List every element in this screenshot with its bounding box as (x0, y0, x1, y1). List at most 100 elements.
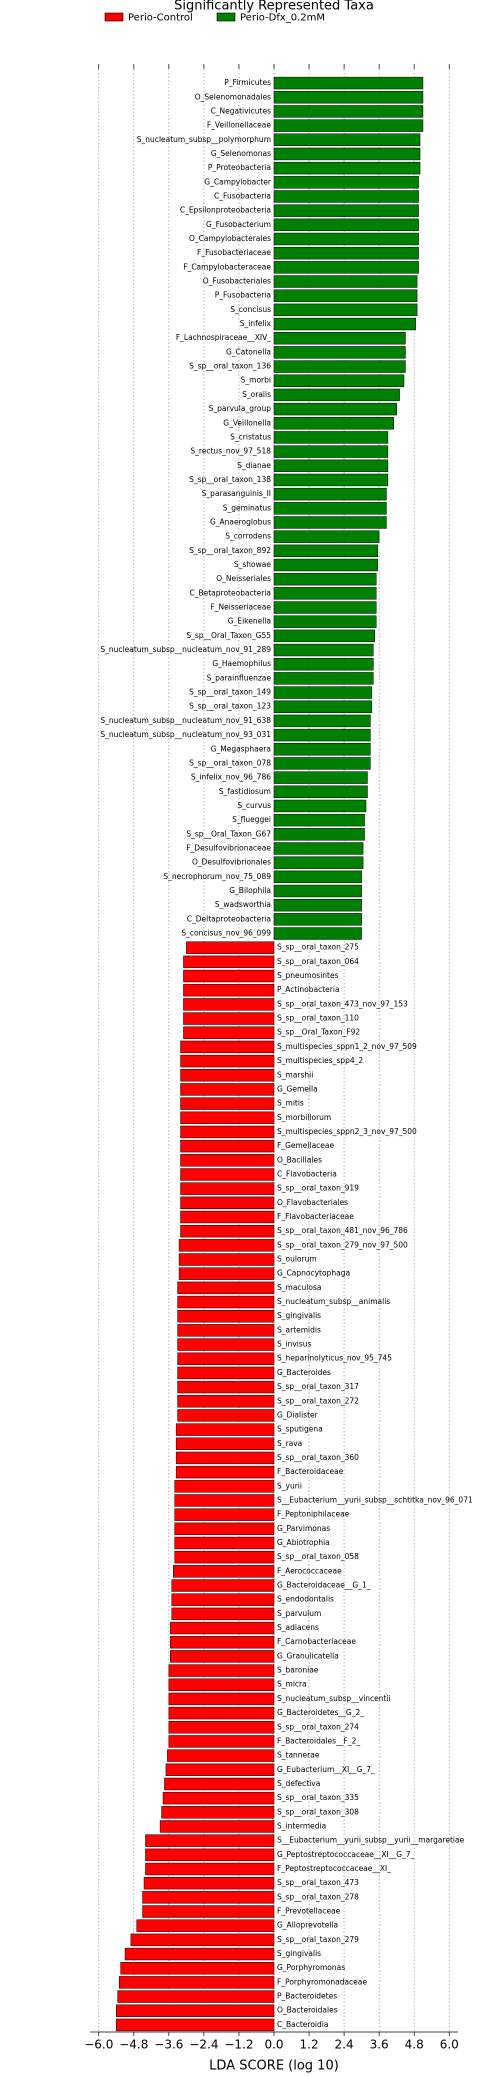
category-label: S_sp__oral_taxon_272 (277, 1396, 359, 1405)
category-label: F_Campylobacteraceae (183, 262, 271, 271)
bar (168, 1706, 275, 1720)
category-label: S_pneumosintes (277, 971, 339, 980)
category-label: S_adiacens (277, 1623, 319, 1632)
category-label: S_flueggei (232, 815, 271, 824)
bar (162, 1791, 275, 1805)
bar (186, 941, 275, 954)
category-label: S_defectiva (277, 1779, 320, 1788)
category-label: S_tannerae (277, 1751, 320, 1760)
category-label: F_Gemellaceae (277, 1141, 335, 1150)
bar (180, 1154, 275, 1167)
bar (273, 275, 418, 288)
bar (170, 1636, 275, 1649)
category-label: G_Parvimonas (277, 1524, 330, 1533)
bar (273, 487, 387, 501)
bar (273, 119, 424, 132)
category-label: C_Epsilonproteobacteria (180, 206, 271, 215)
bar (273, 502, 387, 515)
bar (183, 1026, 275, 1039)
category-label: S_sp__oral_taxon_473 (277, 1878, 359, 1887)
category-label: F_Peptoniphilaceae (277, 1510, 350, 1519)
bar (177, 1338, 275, 1351)
bar (273, 289, 418, 302)
bar (273, 544, 378, 558)
x-tick-label: −3.6 (154, 2038, 183, 2052)
category-label: C_Fusobacteria (214, 191, 271, 200)
bar (180, 1196, 275, 1210)
category-label: S_sp__oral_taxon_078 (189, 758, 271, 767)
bar (180, 1040, 275, 1054)
bar (273, 558, 378, 572)
bar (273, 232, 419, 246)
category-label: S_nucleatum_subsp__animalis (277, 1297, 390, 1306)
category-label: F_Lachnospiraceae__XIV_ (176, 333, 271, 342)
category-label: S_oulorum (277, 1255, 317, 1264)
bar (168, 1678, 275, 1691)
bar (273, 133, 421, 146)
bar (273, 530, 380, 543)
bar (273, 218, 419, 232)
category-label: S_sp__oral_taxon_279_nov_97_500 (277, 1240, 408, 1249)
category-label: C_Deltaproteobacteria (187, 914, 271, 923)
category-label: S_cristatus (230, 432, 271, 441)
category-label: S_baroniae (277, 1666, 319, 1675)
bar (180, 1083, 275, 1096)
category-label: G_Haemophilus (212, 659, 271, 668)
category-label: S_morbillorum (277, 1113, 331, 1122)
bar (273, 643, 374, 657)
category-label: S_sputigena (277, 1425, 323, 1434)
bar (273, 374, 405, 387)
bar (175, 1423, 275, 1436)
bar (145, 1834, 275, 1847)
bar (136, 1919, 275, 1932)
bar (175, 1451, 275, 1465)
bar (175, 1437, 275, 1450)
bar (167, 1749, 275, 1762)
category-label: S_invisus (277, 1340, 312, 1349)
category-label: S_yurii (277, 1481, 302, 1490)
bar (273, 771, 368, 784)
bar (177, 1395, 275, 1408)
bar (183, 998, 275, 1011)
legend-label: Perio-Dfx_0.2mM (240, 13, 325, 24)
category-label: S_dianae (237, 461, 271, 470)
category-label: G_Alloprevotella (277, 1921, 338, 1930)
bar (168, 1735, 275, 1748)
category-label: G_Peptostreptococcaceae__XI__G_7_ (277, 1850, 415, 1859)
x-tick-label: 3.6 (370, 2038, 389, 2052)
bar (273, 842, 364, 855)
bar (174, 1536, 275, 1550)
bar (273, 686, 373, 699)
category-label: S_parvula_group (209, 404, 272, 413)
category-label: S_endodontalis (277, 1595, 334, 1604)
bar (177, 1366, 275, 1380)
bar (183, 984, 275, 997)
category-label: G_Bacteroides (277, 1368, 331, 1377)
category-label: G_Granulicatella (277, 1651, 339, 1660)
bar (273, 799, 367, 813)
category-label: S_marshii (277, 1070, 313, 1079)
bar (273, 190, 419, 203)
bar (180, 1224, 275, 1238)
category-label: S_sp__oral_taxon_919 (277, 1184, 359, 1193)
category-label: S_sp__oral_taxon_136 (189, 362, 271, 371)
category-label: C_Betaproteobacteria (190, 588, 272, 597)
category-label: P_Actinobacteria (277, 985, 340, 994)
category-label: S_sp__oral_taxon_335 (277, 1793, 359, 1802)
category-label: G_Selenomonas (211, 149, 271, 158)
bar (172, 1565, 275, 1578)
category-label: S_concisus (230, 305, 271, 314)
bar (273, 913, 362, 926)
category-label: S_necrophorum_nov_75_089 (163, 872, 271, 881)
category-label: O_Selenomonadales (195, 92, 271, 101)
bar (273, 898, 362, 912)
category-label: S_fastidiosum (219, 787, 271, 796)
category-label: S_infelix (240, 319, 272, 328)
bar (273, 91, 424, 104)
bar (164, 1777, 275, 1791)
bar (273, 76, 424, 90)
bar (175, 1465, 275, 1479)
category-label: G_Bacteroidetes__G_2_ (277, 1708, 364, 1717)
bar (168, 1721, 275, 1734)
bar (273, 516, 387, 529)
